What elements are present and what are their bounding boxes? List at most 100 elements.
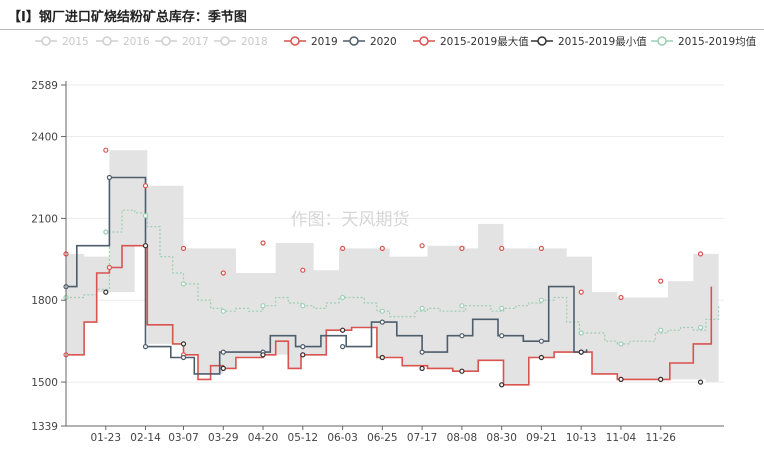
marker-2015-2019均值 <box>538 297 545 303</box>
marker-2015-2019最大值 <box>103 147 109 153</box>
x-tick-label: 04-20 <box>248 432 279 444</box>
marker-2015-2019最大值 <box>300 267 306 273</box>
marker-2015-2019最小值 <box>697 379 704 385</box>
marker-2015-2019均值 <box>300 303 306 309</box>
marker-2020 <box>106 174 113 181</box>
legend-label: 2015-2019最小值 <box>558 35 647 48</box>
y-tick-label: 1339 <box>31 421 58 433</box>
y-tick-label: 2589 <box>31 80 58 92</box>
marker-2015-2019均值 <box>260 303 266 309</box>
marker-2015-2019最大值 <box>220 270 226 276</box>
title-bar: 【I】钢厂进口矿烧结粉矿总库存：季节图 <box>0 0 764 30</box>
marker-2015-2019均值 <box>499 305 505 311</box>
x-tick-label: 08-30 <box>486 432 517 444</box>
legend-item: 2017 <box>155 36 209 48</box>
y-tick-label: 2100 <box>31 213 58 225</box>
legend-swatch-marker <box>220 36 230 46</box>
min-max-band <box>66 150 719 385</box>
marker-2015-2019均值 <box>379 308 385 314</box>
y-tick-label: 1500 <box>31 377 58 389</box>
marker-2020 <box>300 344 306 350</box>
marker-2015-2019最小值 <box>538 354 545 361</box>
marker-2015-2019最大值 <box>142 183 149 189</box>
x-tick-label: 03-07 <box>168 432 199 444</box>
legend-item: 2020 <box>343 36 397 48</box>
legend-item: 2018 <box>214 36 268 48</box>
legend-swatch-marker <box>102 36 112 46</box>
marker-2015-2019最小值 <box>459 368 465 374</box>
marker-2015-2019均值 <box>220 308 226 314</box>
marker-2020 <box>379 319 385 325</box>
marker-2015-2019最大值 <box>340 245 346 251</box>
marker-2015-2019最小值 <box>578 349 584 355</box>
marker-2015-2019均值 <box>658 327 664 333</box>
marker-2015-2019最小值 <box>300 352 306 358</box>
x-tick-label: 08-08 <box>447 432 478 444</box>
x-tick-label: 06-03 <box>327 432 358 444</box>
marker-2015-2019最大值 <box>578 289 584 295</box>
series-markers <box>63 147 704 388</box>
x-tick-label: 02-14 <box>130 432 161 444</box>
marker-2020 <box>419 349 425 355</box>
legend-label: 2015-2019最大值 <box>440 35 529 48</box>
marker-2015-2019均值 <box>618 341 624 347</box>
marker-2015-2019最大值 <box>658 278 664 284</box>
x-tick-label: 03-29 <box>208 432 239 444</box>
marker-2015-2019最大值 <box>419 243 425 249</box>
y-tick-label: 1800 <box>31 295 58 307</box>
legend-label: 2020 <box>370 36 397 48</box>
x-tick-label: 05-12 <box>288 432 319 444</box>
seasonal-line-chart: 2015 2016 2017 2018 2019 2020 2015-2019最大值 2015… <box>31 35 757 444</box>
legend-swatch-marker <box>41 36 51 46</box>
x-tick-label: 10-13 <box>566 432 597 444</box>
x-tick-label: 01-23 <box>91 432 122 444</box>
y-tick-label: 2400 <box>31 132 58 144</box>
marker-2015-2019最小值 <box>419 365 425 371</box>
watermark: 作图：天风期货 <box>291 210 410 230</box>
marker-2020 <box>459 333 465 339</box>
marker-2015-2019最大值 <box>260 240 266 246</box>
legend-swatch-marker <box>349 36 359 46</box>
marker-2015-2019最小值 <box>103 289 109 295</box>
legend-item: 2016 <box>96 36 150 48</box>
legend-label: 2015-2019均值 <box>678 35 757 48</box>
marker-2015-2019最小值 <box>220 365 226 371</box>
series-lines <box>66 176 720 386</box>
chart-title: 【I】钢厂进口矿烧结粉矿总库存：季节图 <box>8 10 247 25</box>
marker-2015-2019最小值 <box>260 352 266 358</box>
marker-2015-2019最小值 <box>180 341 187 347</box>
marker-2020 <box>220 349 226 355</box>
marker-2019 <box>106 264 113 271</box>
x-tick-label: 07-17 <box>407 432 438 444</box>
series-line-2019 <box>66 244 713 386</box>
marker-2015-2019最小值 <box>379 354 385 361</box>
legend-swatch-marker <box>419 36 429 46</box>
x-tick-label: 09-21 <box>526 432 557 444</box>
marker-2015-2019最小值 <box>618 376 624 382</box>
legend-item: 2019 <box>284 36 338 48</box>
x-tick-label: 11-26 <box>645 432 676 444</box>
marker-2015-2019均值 <box>340 294 346 301</box>
marker-2015-2019最小值 <box>499 382 505 388</box>
series-line-2020 <box>66 176 588 375</box>
marker-2015-2019最大值 <box>538 245 545 251</box>
legend-label: 2018 <box>241 36 268 48</box>
marker-2020 <box>180 354 187 361</box>
axes: 1339 1500 1800 2100 2400 2589 01-23 02-14 03-07 0… <box>31 80 724 444</box>
marker-2015-2019最大值 <box>180 245 187 251</box>
marker-2015-2019最大值 <box>499 245 505 251</box>
marker-2015-2019最大值 <box>618 294 624 301</box>
legend-label: 2015 <box>62 36 89 48</box>
marker-2015-2019最小值 <box>658 376 664 382</box>
marker-2015-2019最大值 <box>459 245 465 251</box>
marker-2020 <box>499 333 505 339</box>
legend-swatch-marker <box>657 36 667 46</box>
marker-2015-2019均值 <box>142 213 149 219</box>
legend-item: 2015-2019最小值 <box>531 35 647 48</box>
legend-swatch-marker <box>161 36 171 46</box>
marker-2015-2019均值 <box>103 229 109 235</box>
legend-label: 2016 <box>123 36 150 48</box>
marker-2015-2019最小值 <box>340 327 346 333</box>
legend-swatch-marker <box>537 36 547 46</box>
legend-item: 2015 <box>35 36 89 48</box>
